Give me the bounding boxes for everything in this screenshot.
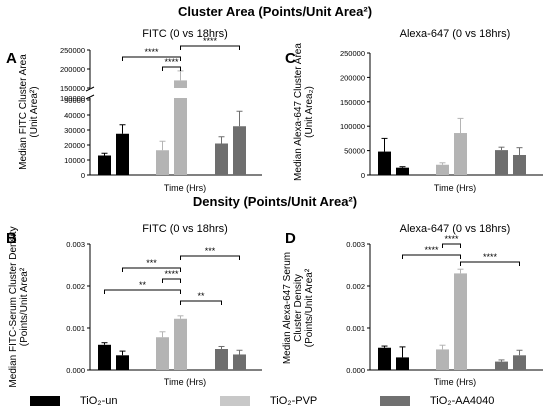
panel-a-ytick-label-up-1: 200000 — [60, 65, 85, 74]
panel-a-xlabel: Time (Hrs) — [163, 183, 207, 193]
panel-b-xlabel: Time (Hrs) — [163, 377, 207, 387]
panel-d-ytick-label-0: 0.000 — [346, 366, 365, 375]
panel-d-bar-0 — [378, 347, 391, 370]
panel-b-sig-bracket-4-label: ** — [197, 291, 205, 301]
panel-d-sig-bracket-2-label: **** — [483, 252, 498, 262]
panel-c-bar-2 — [436, 164, 449, 175]
panel-b-title: FITC (0 vs 18hrs) — [142, 223, 228, 235]
panel-b-bar-1 — [116, 355, 129, 370]
panel-c-ytick-label-3: 150000 — [340, 98, 365, 107]
panel-d-bar-3 — [454, 273, 467, 370]
panel-d-sig-bracket-1 — [442, 243, 461, 248]
panel-a-ytick-label-low-5: 50000 — [64, 96, 85, 105]
panel-b-sig-bracket-2 — [180, 255, 240, 260]
panel-d-bar-1 — [396, 357, 409, 370]
panel-c-bar-1 — [396, 167, 409, 175]
panel-a-sig-bracket-2 — [162, 66, 181, 71]
legend-item-tio2-pvp: TiO₂-PVP — [220, 394, 317, 408]
panel-d-ytick-label-1: 0.001 — [346, 324, 365, 333]
legend-swatch-tio2-aa4040 — [380, 396, 410, 406]
panel-d-ytick-label-3: 0.003 — [346, 240, 365, 249]
panel-a-ytick-label-up-2: 250000 — [60, 46, 85, 55]
legend-item-tio2-un: TiO₂-un — [30, 394, 117, 408]
panel-a-bar-2 — [156, 150, 169, 175]
panel-c-bar-4 — [495, 150, 508, 175]
panel-b-sig-bracket-4 — [180, 300, 222, 305]
panel-a-bar-1 — [116, 133, 129, 175]
panel-a-ytick-label-low-3: 30000 — [64, 126, 85, 135]
legend-label-tio2-pvp: TiO₂-PVP — [270, 395, 318, 407]
panel-d-xlabel: Time (Hrs) — [433, 377, 477, 387]
panel-b-sig-bracket-1-label: *** — [146, 258, 157, 268]
panel-b-sig-bracket-2-label: *** — [205, 246, 216, 256]
panel-b-ytick-label-3: 0.003 — [66, 240, 85, 249]
panel-c-bar-0 — [378, 151, 391, 175]
panel-b-bar-2 — [156, 337, 169, 370]
panel-label-c: C — [285, 50, 296, 67]
panel-a-bar-3-upper — [174, 80, 187, 88]
panel-a-ytick-label-low-6: 100000 — [60, 94, 85, 103]
panel-d-sig-bracket-2 — [460, 261, 520, 266]
panel-a-sig-bracket-0 — [122, 56, 181, 61]
panel-d-bar-2 — [436, 349, 449, 370]
panel-d-sig-bracket-1-label: **** — [444, 234, 459, 244]
panel-c-bar-5 — [513, 154, 526, 175]
panel-a-ytick-label-low-1: 10000 — [64, 156, 85, 165]
legend-label-tio2-un: TiO₂-un — [80, 395, 118, 407]
panel-d-sig-bracket-0 — [402, 254, 461, 259]
panel-a-bar-3-lower — [174, 98, 187, 175]
panel-a-title: FITC (0 vs 18hrs) — [142, 28, 228, 40]
panel-c-bar-3 — [454, 133, 467, 175]
panel-b-bar-3 — [174, 318, 187, 370]
panel-d-ytick-label-2: 0.002 — [346, 282, 365, 291]
panel-a-break-mark-upper — [85, 86, 95, 92]
panel-d-title: Alexa-647 (0 vs 18hrs) — [399, 223, 511, 235]
panel-c-ytick-label-4: 200000 — [340, 73, 365, 82]
panel-c-ytick-label-0: 0 — [361, 171, 365, 180]
legend-item-tio2-aa4040: TiO₂-AA4040 — [380, 394, 494, 408]
panel-c-ytick-label-5: 250000 — [340, 49, 365, 58]
panel-a-ytick-label-low-0: 0 — [81, 171, 85, 180]
panel-label-a: A — [6, 50, 17, 67]
panel-a-sig-bracket-2-label: **** — [164, 57, 179, 67]
legend-swatch-tio2-un — [30, 396, 60, 406]
panel-b-bar-4 — [215, 349, 228, 370]
panel-c-title: Alexa-647 (0 vs 18hrs) — [399, 28, 511, 40]
panel-b-bar-0 — [98, 344, 111, 370]
panel-b-sig-bracket-1 — [122, 267, 181, 272]
panel-b-sig-bracket-3 — [162, 278, 181, 283]
panel-a-ytick-label-up-0: 150000 — [60, 84, 85, 93]
panel-b-sig-bracket-0-label: ** — [139, 280, 147, 290]
panel-a-bar-0 — [98, 155, 111, 175]
panel-a-bar-5 — [233, 126, 246, 175]
panel-a-ytick-label-low-4: 40000 — [64, 111, 85, 120]
panel-d-sig-bracket-0-label: **** — [424, 245, 439, 255]
panel-a-ytick-label-low-2: 20000 — [64, 141, 85, 150]
panel-c-ytick-label-1: 50000 — [344, 147, 365, 156]
panel-label-b: B — [6, 230, 17, 247]
section-title-cluster-area: Cluster Area (Points/Unit Area²) — [177, 4, 373, 19]
panel-b-ytick-label-2: 0.002 — [66, 282, 85, 291]
panel-b-sig-bracket-3-label: **** — [164, 269, 179, 279]
panel-a-sig-bracket-1-label: **** — [203, 36, 218, 46]
legend-swatch-tio2-pvp — [220, 396, 250, 406]
panel-label-d: D — [285, 230, 296, 247]
panel-a-sig-bracket-0-label: **** — [144, 47, 159, 57]
panel-a-bar-4 — [215, 143, 228, 175]
panel-b-sig-bracket-0 — [104, 289, 181, 294]
panel-b-ytick-label-1: 0.001 — [66, 324, 85, 333]
panel-d-bar-5 — [513, 355, 526, 370]
panel-b-ytick-label-0: 0.000 — [66, 366, 85, 375]
panel-a-sig-bracket-1 — [180, 45, 240, 50]
section-title-density: Density (Points/Unit Area²) — [192, 194, 358, 209]
panel-b-bar-5 — [233, 354, 246, 370]
panel-d-bar-4 — [495, 361, 508, 370]
panel-c-xlabel: Time (Hrs) — [433, 183, 477, 193]
panel-c-ytick-label-2: 100000 — [340, 122, 365, 131]
legend-label-tio2-aa4040: TiO₂-AA4040 — [430, 395, 495, 407]
